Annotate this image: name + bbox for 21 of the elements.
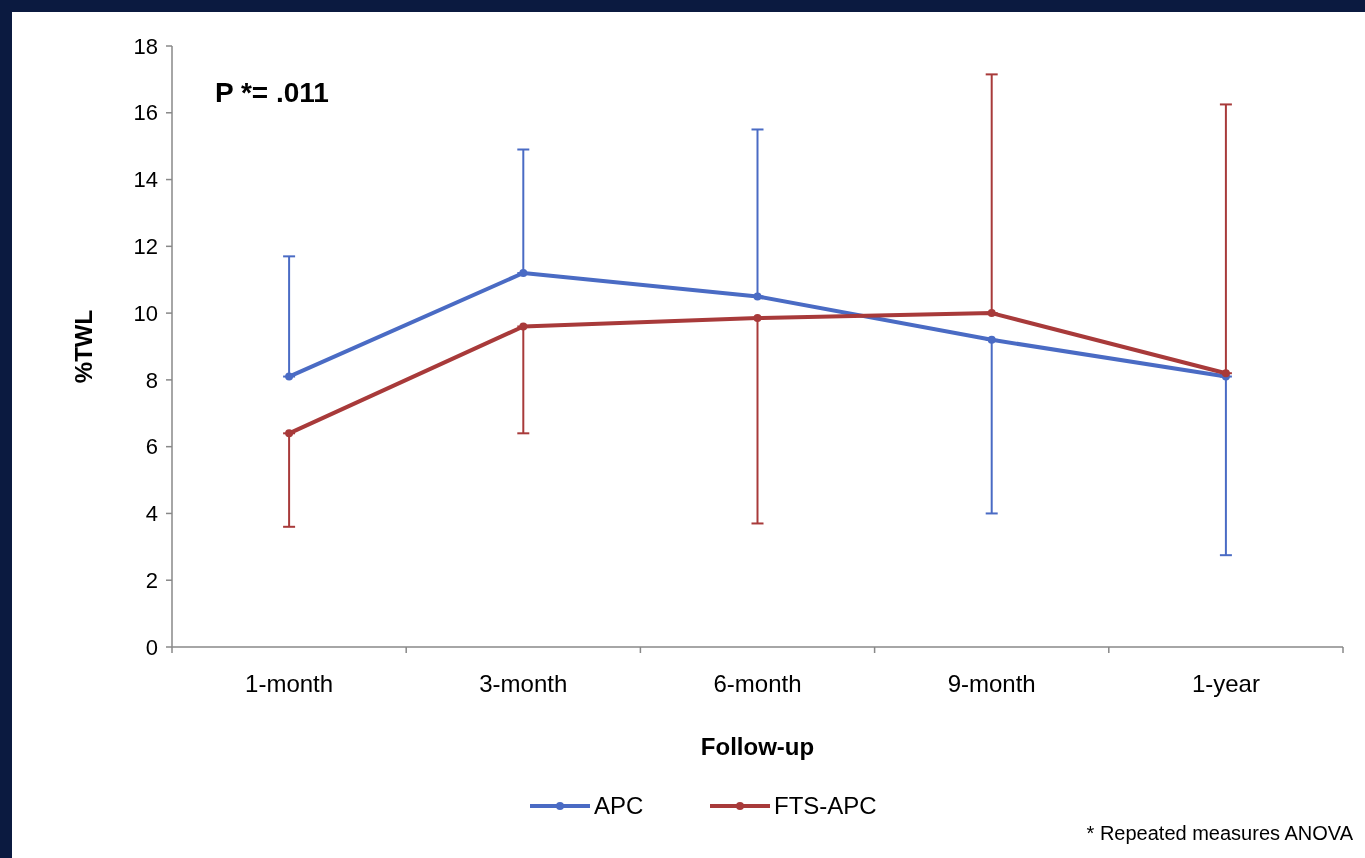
y-tick-label: 8 (145, 367, 158, 393)
legend-label: FTS-APC (774, 792, 877, 820)
y-tick-label: 6 (145, 434, 158, 460)
x-tick-label: 6-month (713, 670, 802, 697)
y-tick-label: 10 (133, 300, 158, 326)
y-tick-label: 12 (133, 234, 158, 260)
y-tick-label: 4 (145, 501, 158, 527)
x-axis-title: Follow-up (700, 733, 815, 760)
legend-label: APC (594, 792, 644, 820)
x-tick-label: 3-month (479, 670, 568, 697)
y-tick-label: 2 (145, 567, 158, 593)
y-tick-label: 16 (133, 100, 158, 126)
x-tick-label: 9-month (947, 670, 1036, 697)
x-tick-label: 1-month (245, 670, 334, 697)
text: * Repeated measures ANOVA (1086, 822, 1354, 844)
annotation: P *= .011 (215, 76, 329, 108)
y-tick-label: 14 (133, 167, 158, 193)
y-tick-label: 0 (145, 634, 158, 660)
y-tick-label: 18 (133, 33, 158, 59)
y-axis-title: %TWL (70, 309, 97, 384)
x-tick-label: 1-year (1191, 670, 1260, 697)
